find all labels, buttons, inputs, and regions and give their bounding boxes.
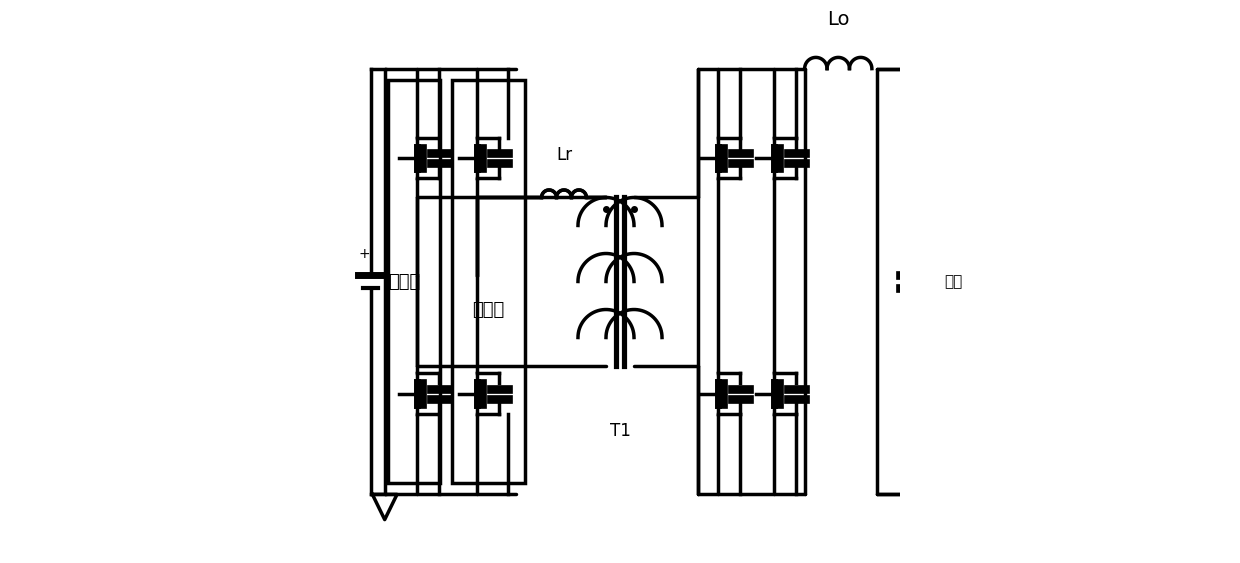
Text: 负载: 负载 bbox=[944, 274, 962, 289]
Text: Lr: Lr bbox=[556, 146, 572, 164]
Text: 超前臂: 超前臂 bbox=[472, 301, 505, 319]
Text: 滞后臂: 滞后臂 bbox=[388, 272, 420, 291]
Bar bbox=[936, 215, 970, 348]
Text: Lo: Lo bbox=[827, 10, 849, 29]
Bar bbox=[451, 80, 525, 483]
Bar bbox=[388, 80, 440, 483]
Text: +: + bbox=[358, 247, 370, 261]
Text: T1: T1 bbox=[610, 422, 630, 440]
